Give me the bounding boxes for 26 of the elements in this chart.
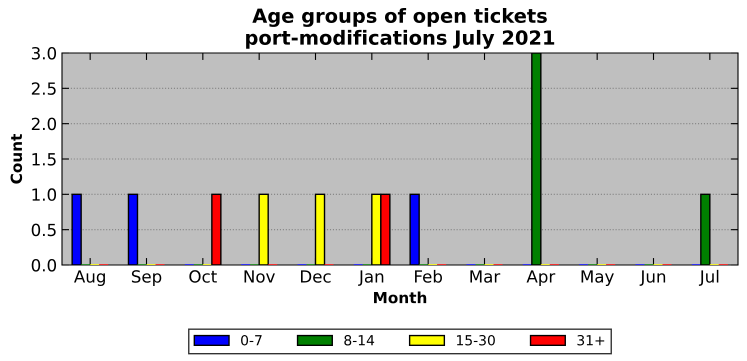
legend-label: 15-30 bbox=[456, 334, 495, 346]
x-tick-label: Feb bbox=[415, 270, 442, 283]
x-tick-label: Jan bbox=[358, 270, 384, 286]
x-tick-label: Dec bbox=[301, 270, 331, 283]
x-tick-label: Nov bbox=[244, 270, 275, 283]
x-tick-label: Sep bbox=[132, 270, 162, 286]
y-tick-label: 2.5 bbox=[32, 82, 56, 95]
y-tick-label: 0.5 bbox=[32, 224, 56, 236]
x-tick-label: Mar bbox=[470, 270, 500, 283]
legend-label: 0-7 bbox=[241, 334, 262, 346]
x-axis-title: Month bbox=[374, 292, 426, 304]
y-tick-label: 3.0 bbox=[32, 46, 56, 60]
y-tick-label: 0.0 bbox=[32, 258, 56, 272]
x-tick-label: May bbox=[582, 270, 614, 286]
x-tick-label: Jun bbox=[640, 270, 666, 286]
y-tick-label: 1.5 bbox=[32, 153, 56, 166]
chart-title: Age groups of open tickets port-modifications July 2021 bbox=[246, 8, 554, 49]
x-tick-label: Apr bbox=[526, 270, 556, 286]
y-axis-title: Count bbox=[10, 134, 22, 184]
y-tick-label: 2.0 bbox=[32, 118, 56, 130]
y-tick-label: 1.0 bbox=[32, 188, 56, 201]
x-tick-label: Jul bbox=[698, 270, 718, 286]
legend-label: 31+ bbox=[577, 334, 604, 346]
x-tick-label: Aug bbox=[74, 270, 105, 286]
legend-label: 8-14 bbox=[344, 334, 374, 346]
x-tick-label: Oct bbox=[189, 270, 217, 283]
